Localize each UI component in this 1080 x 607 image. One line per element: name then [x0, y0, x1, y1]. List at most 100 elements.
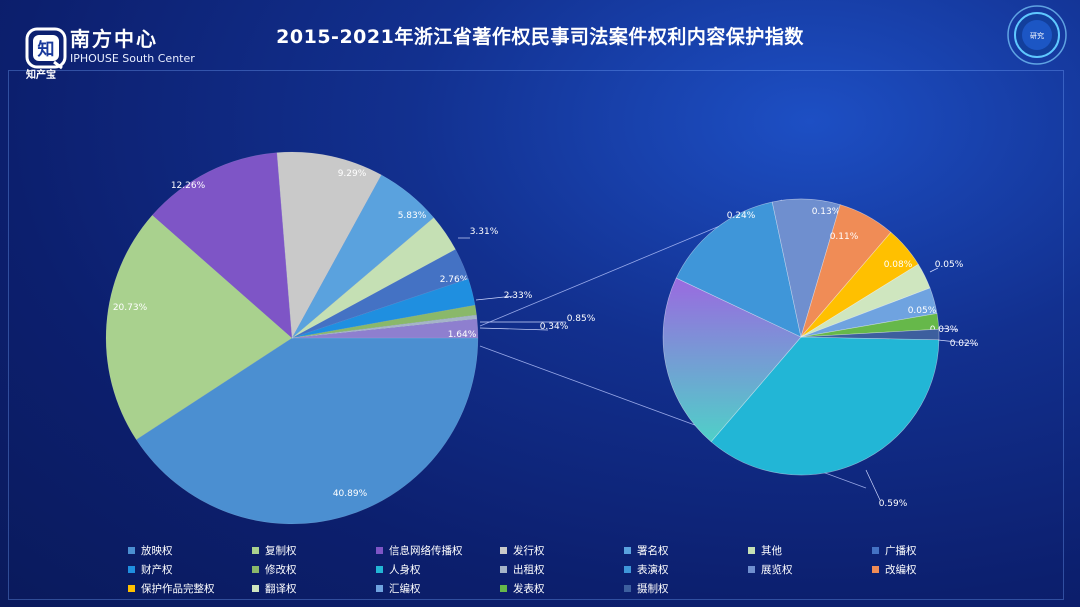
- legend-swatch: [748, 546, 755, 554]
- brand: 南方中心 IPHOUSE South Center: [70, 28, 195, 65]
- content-frame: [8, 70, 1064, 600]
- chart-title: 2015-2021年浙江省著作权民事司法案件权利内容保护指数: [276, 26, 804, 48]
- brand-name-cn: 南方中心: [70, 27, 158, 51]
- legend-swatch: [500, 565, 507, 573]
- main-pie-slice: [105, 214, 293, 441]
- sub-pie-slice: [675, 201, 802, 338]
- legend-item: 其他: [748, 542, 872, 558]
- sub-pie-leader: [937, 339, 977, 345]
- main-pie-slice: [291, 278, 476, 339]
- legend-item: 人身权: [376, 561, 500, 577]
- main-pie-slice: [291, 217, 456, 339]
- legend-swatch: [128, 546, 135, 554]
- sub-pie-label: 0.05%: [908, 306, 937, 316]
- main-pie-slice: [151, 152, 293, 339]
- sub-pie-label: 0.02%: [950, 339, 979, 349]
- legend-swatch: [128, 565, 135, 573]
- main-pie-label: 40.89%: [333, 489, 368, 499]
- main-pie-slice: [276, 151, 382, 339]
- legend-item: 广播权: [872, 542, 996, 558]
- legend-label: 展览权: [761, 563, 793, 576]
- legend-swatch: [624, 584, 631, 592]
- legend-item: 汇编权: [376, 580, 500, 596]
- legend-item: 发行权: [500, 542, 624, 558]
- main-pie-slice: [135, 337, 479, 525]
- logo-subtitle: 知产宝: [26, 70, 56, 81]
- legend-swatch: [872, 546, 879, 554]
- legend-swatch: [252, 584, 259, 592]
- legend-item: 信息网络传播权: [376, 542, 500, 558]
- legend-label: 保护作品完整权: [141, 582, 215, 595]
- main-pie-slice: [291, 174, 435, 339]
- sub-pie-label: 0.11%: [830, 232, 859, 242]
- legend-swatch: [252, 546, 259, 554]
- logo-icon: 知: [25, 27, 67, 70]
- legend-item: 表演权: [624, 561, 748, 577]
- main-pie-label: 20.73%: [113, 303, 148, 313]
- legend-swatch: [376, 546, 383, 554]
- legend-label: 广播权: [885, 544, 917, 557]
- sub-pie-slice: [662, 277, 802, 443]
- sub-pie-label: 0.05%: [935, 260, 964, 270]
- legend-swatch: [624, 565, 631, 573]
- brand-name-en: IPHOUSE South Center: [70, 52, 195, 65]
- legend-swatch: [500, 546, 507, 554]
- legend-label: 人身权: [389, 563, 421, 576]
- sub-pie-leader: [865, 469, 881, 501]
- legend-label: 翻译权: [265, 582, 297, 595]
- legend-swatch: [500, 584, 507, 592]
- legend-label: 修改权: [265, 563, 297, 576]
- sub-pie-label: 0.59%: [879, 499, 908, 509]
- legend-label: 署名权: [637, 544, 669, 557]
- sub-pie-label: 0.03%: [930, 325, 959, 335]
- main-pie-label: 0.85%: [567, 314, 596, 324]
- legend-item: 改编权: [872, 561, 996, 577]
- legend-label: 复制权: [265, 544, 297, 557]
- legend-label: 改编权: [885, 563, 917, 576]
- legend-label: 表演权: [637, 563, 669, 576]
- legend-swatch: [872, 565, 879, 573]
- main-pie-leader: [479, 327, 549, 331]
- legend-label: 出租权: [513, 563, 545, 576]
- main-pie-slice: [291, 249, 469, 339]
- main-pie-label: 12.26%: [171, 181, 206, 191]
- badge-text: 研究: [1030, 31, 1044, 40]
- logo-char: 知: [37, 39, 55, 60]
- legend-label: 放映权: [141, 544, 173, 557]
- chart-legend: 放映权 复制权 信息网络传播权 发行权 署名权 其他 广播权财产权 修改权 人身权 出租权 表演权 展…: [128, 542, 968, 596]
- legend-item: 摄制权: [624, 580, 748, 596]
- legend-item: 展览权: [748, 561, 872, 577]
- main-pie-label: 1.64%: [448, 330, 477, 340]
- main-pie-label: 5.83%: [398, 211, 427, 221]
- main-pie-label: 9.29%: [338, 169, 367, 179]
- sub-pie-leader: [929, 267, 939, 273]
- legend-item: 发表权: [500, 580, 624, 596]
- main-pie-label: 3.31%: [470, 227, 499, 237]
- legend-swatch: [624, 546, 631, 554]
- legend-item: 放映权: [128, 542, 252, 558]
- legend-swatch: [376, 584, 383, 592]
- legend-swatch: [128, 584, 135, 592]
- main-pie-slice: [291, 314, 478, 339]
- legend-swatch: [376, 565, 383, 573]
- badge-icon: 研究: [1007, 5, 1067, 65]
- legend-item: 保护作品完整权: [128, 580, 252, 596]
- legend-label: 发表权: [513, 582, 545, 595]
- legend-swatch: [252, 565, 259, 573]
- main-pie-slice: [291, 318, 479, 339]
- main-pie-label: 0.34%: [540, 322, 569, 332]
- legend-item: 复制权: [252, 542, 376, 558]
- legend-label: 信息网络传播权: [389, 544, 463, 557]
- legend-label: 其他: [761, 544, 782, 557]
- main-pie-label: 2.33%: [504, 291, 533, 301]
- legend-swatch: [748, 565, 755, 573]
- legend-item: 修改权: [252, 561, 376, 577]
- legend-label: 发行权: [513, 544, 545, 557]
- sub-pie-label: 0.08%: [884, 260, 913, 270]
- sub-pie-slice: [710, 336, 940, 476]
- sub-pie-label: 0.13%: [812, 207, 841, 217]
- legend-item: 署名权: [624, 542, 748, 558]
- legend-item: 财产权: [128, 561, 252, 577]
- legend-item: 出租权: [500, 561, 624, 577]
